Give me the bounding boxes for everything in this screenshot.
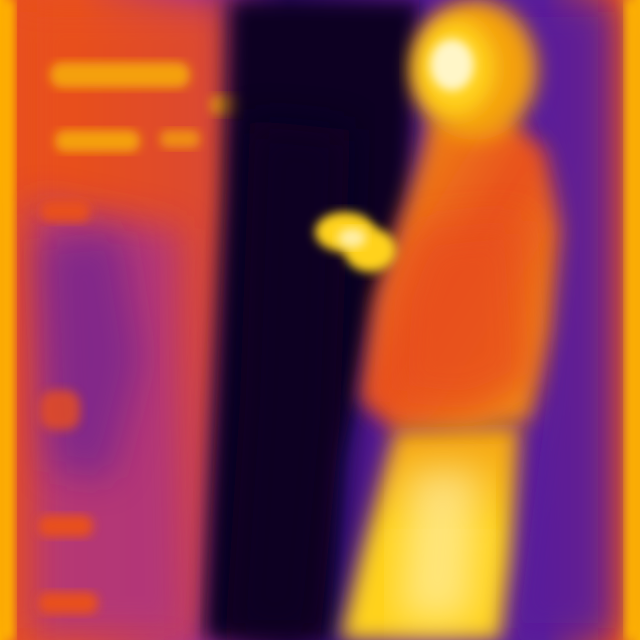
shelf-streak-5 [40, 200, 90, 222]
person-face-hot-spot [430, 39, 474, 91]
person-hands-hot-spot [338, 228, 366, 248]
shelf-streak-8 [40, 390, 80, 430]
left-edge-band [0, 0, 14, 640]
shelf-streak-2 [55, 130, 140, 152]
shelf-streak-6 [38, 515, 93, 537]
person-legs-hot-core [400, 470, 480, 620]
right-edge-band [626, 0, 640, 640]
person-coat-warm-core [390, 220, 530, 410]
shelf-streak-1 [50, 62, 190, 88]
shelf-streak-7 [38, 592, 98, 614]
shelf-streak-3 [160, 130, 200, 148]
cold-doorway-core [225, 120, 350, 640]
